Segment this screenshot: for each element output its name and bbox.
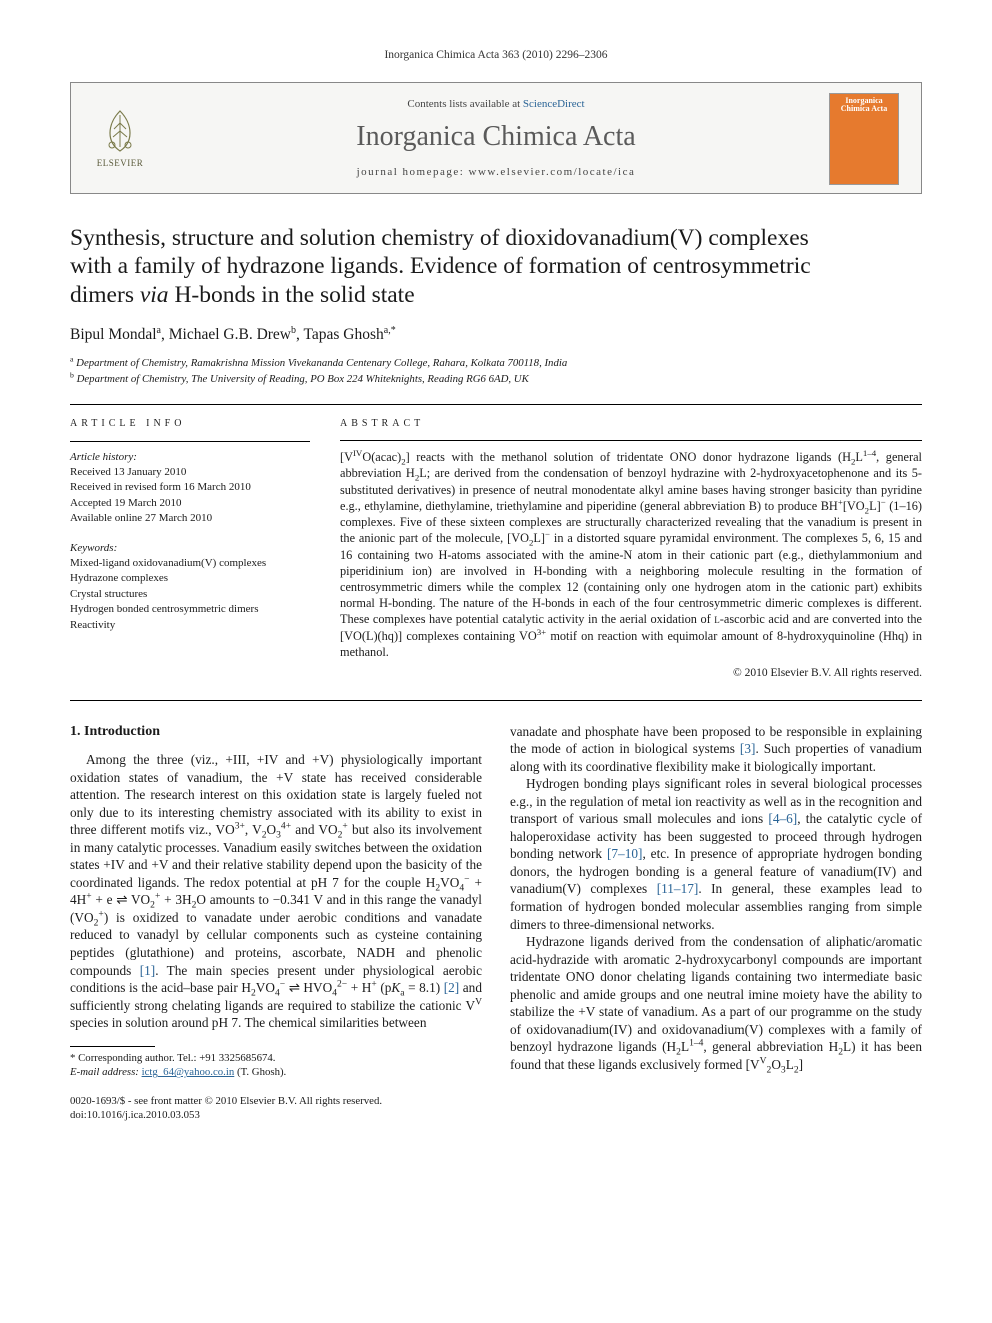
- history-item: Available online 27 March 2010: [70, 511, 310, 526]
- keywords-subhead: Keywords:: [70, 541, 310, 556]
- title-line-2: with a family of hydrazone ligands. Evid…: [70, 253, 811, 279]
- title-line-3b: H-bonds in the solid state: [169, 282, 415, 308]
- tree-icon: [96, 107, 144, 155]
- elsevier-logo: ELSEVIER: [85, 100, 155, 178]
- title-line-1: Synthesis, structure and solution chemis…: [70, 225, 809, 251]
- paragraph: vanadate and phosphate have been propose…: [510, 723, 922, 776]
- paragraph: Hydrogen bonding plays significant roles…: [510, 775, 922, 933]
- paragraph: Among the three (viz., +III, +IV and +V)…: [70, 751, 482, 1032]
- contents-prefix: Contents lists available at: [407, 98, 522, 110]
- running-head: Inorganica Chimica Acta 363 (2010) 2296–…: [70, 48, 922, 64]
- section-heading: 1. Introduction: [70, 723, 482, 741]
- affiliations: a Department of Chemistry, Ramakrishna M…: [70, 356, 922, 387]
- abstract: ABSTRACT [VIVO(acac)2] reacts with the m…: [340, 417, 922, 682]
- history-subhead: Article history:: [70, 450, 310, 465]
- keyword-item: Hydrogen bonded centrosymmetric dimers: [70, 602, 310, 617]
- title-line-3a: dimers: [70, 282, 140, 308]
- article-info-heading: ARTICLE INFO: [70, 417, 310, 431]
- keyword-item: Mixed-ligand oxidovanadium(V) complexes: [70, 556, 310, 571]
- article-info: ARTICLE INFO Article history: Received 1…: [70, 417, 310, 682]
- contents-line: Contents lists available at ScienceDirec…: [173, 97, 819, 112]
- body-columns: 1. Introduction Among the three (viz., +…: [70, 723, 922, 1080]
- corresponding-note: * Corresponding author. Tel.: +91 332568…: [70, 1051, 482, 1066]
- journal-cover-thumbnail: Inorganica Chimica Acta: [829, 93, 899, 185]
- email-link[interactable]: ictg_64@yahoo.co.in: [142, 1066, 235, 1078]
- title-ital: via: [140, 282, 169, 308]
- footnote-separator: [70, 1046, 155, 1047]
- cover-title: Inorganica Chimica Acta: [833, 97, 895, 114]
- divider: [70, 404, 922, 405]
- email-label: E-mail address:: [70, 1066, 139, 1078]
- journal-homepage: journal homepage: www.elsevier.com/locat…: [173, 165, 819, 180]
- footnotes: * Corresponding author. Tel.: +91 332568…: [70, 1051, 482, 1080]
- masthead: ELSEVIER Contents lists available at Sci…: [70, 82, 922, 194]
- paragraph: Hydrazone ligands derived from the conde…: [510, 933, 922, 1073]
- publisher-name: ELSEVIER: [97, 157, 144, 169]
- article-title: Synthesis, structure and solution chemis…: [70, 224, 922, 310]
- email-attribution: (T. Ghosh).: [237, 1066, 286, 1078]
- abstract-heading: ABSTRACT: [340, 417, 922, 431]
- journal-name: Inorganica Chimica Acta: [173, 118, 819, 156]
- keyword-item: Hydrazone complexes: [70, 571, 310, 586]
- keyword-item: Crystal structures: [70, 587, 310, 602]
- front-matter-line: 0020-1693/$ - see front matter © 2010 El…: [70, 1094, 922, 1108]
- history-item: Received 13 January 2010: [70, 465, 310, 480]
- history-item: Accepted 19 March 2010: [70, 496, 310, 511]
- page-footer: 0020-1693/$ - see front matter © 2010 El…: [70, 1094, 922, 1122]
- abstract-copyright: © 2010 Elsevier B.V. All rights reserved…: [340, 666, 922, 682]
- keyword-item: Reactivity: [70, 618, 310, 633]
- sciencedirect-link[interactable]: ScienceDirect: [523, 98, 585, 110]
- author-list: Bipul Mondala, Michael G.B. Drewb, Tapas…: [70, 325, 922, 346]
- abstract-text: [VIVO(acac)2] reacts with the methanol s…: [340, 449, 922, 660]
- history-item: Received in revised form 16 March 2010: [70, 480, 310, 495]
- divider: [70, 700, 922, 701]
- doi-line: doi:10.1016/j.ica.2010.03.053: [70, 1108, 922, 1122]
